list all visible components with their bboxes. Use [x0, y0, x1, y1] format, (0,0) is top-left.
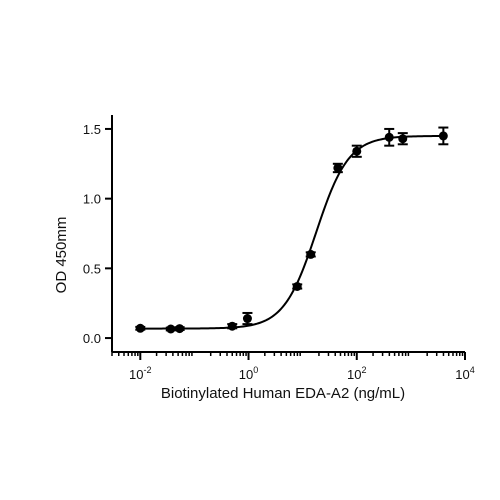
fit-curve-layer: [140, 134, 444, 330]
data-point: [227, 321, 237, 331]
data-point: [352, 146, 362, 156]
data-point: [438, 131, 448, 141]
data-point: [384, 132, 394, 142]
x-tick-label: 100: [239, 365, 258, 382]
data-point: [306, 249, 316, 259]
data-point-group: [242, 311, 253, 326]
data-point-group: [351, 144, 362, 158]
data-point-group: [292, 281, 303, 291]
x-tick-label: 10-2: [129, 365, 151, 382]
data-point: [292, 281, 302, 291]
data-point: [333, 163, 343, 173]
data-point: [175, 324, 185, 334]
data-points-layer: [135, 126, 449, 334]
x-axis-label: Biotinylated Human EDA-A2 (ng/mL): [161, 385, 405, 402]
data-point-group: [174, 324, 185, 334]
y-tick-label: 1.5: [83, 122, 101, 137]
y-tick-label: 1.0: [83, 192, 101, 207]
data-point: [135, 323, 145, 333]
data-point-group: [305, 249, 316, 259]
y-tick-label: 0.5: [83, 261, 101, 276]
y-tick-label: 0.0: [83, 331, 101, 346]
data-point: [242, 314, 252, 324]
x-tick-label: 102: [347, 365, 366, 382]
y-axis-label: OD 450mm: [53, 217, 70, 294]
data-point-group: [227, 321, 238, 331]
data-point: [398, 134, 408, 144]
axes: 0.0 0.5 1.0 1.5 10-2 100 102 104: [83, 115, 475, 382]
x-tick-label: 104: [455, 365, 474, 382]
data-point-group: [332, 162, 343, 174]
data-point-group: [135, 323, 146, 333]
data-point-group: [165, 324, 176, 334]
fit-curve: [140, 134, 444, 330]
data-point-group: [397, 132, 408, 146]
data-point-group: [384, 127, 395, 147]
data-point-group: [438, 126, 449, 146]
data-point: [166, 324, 176, 334]
